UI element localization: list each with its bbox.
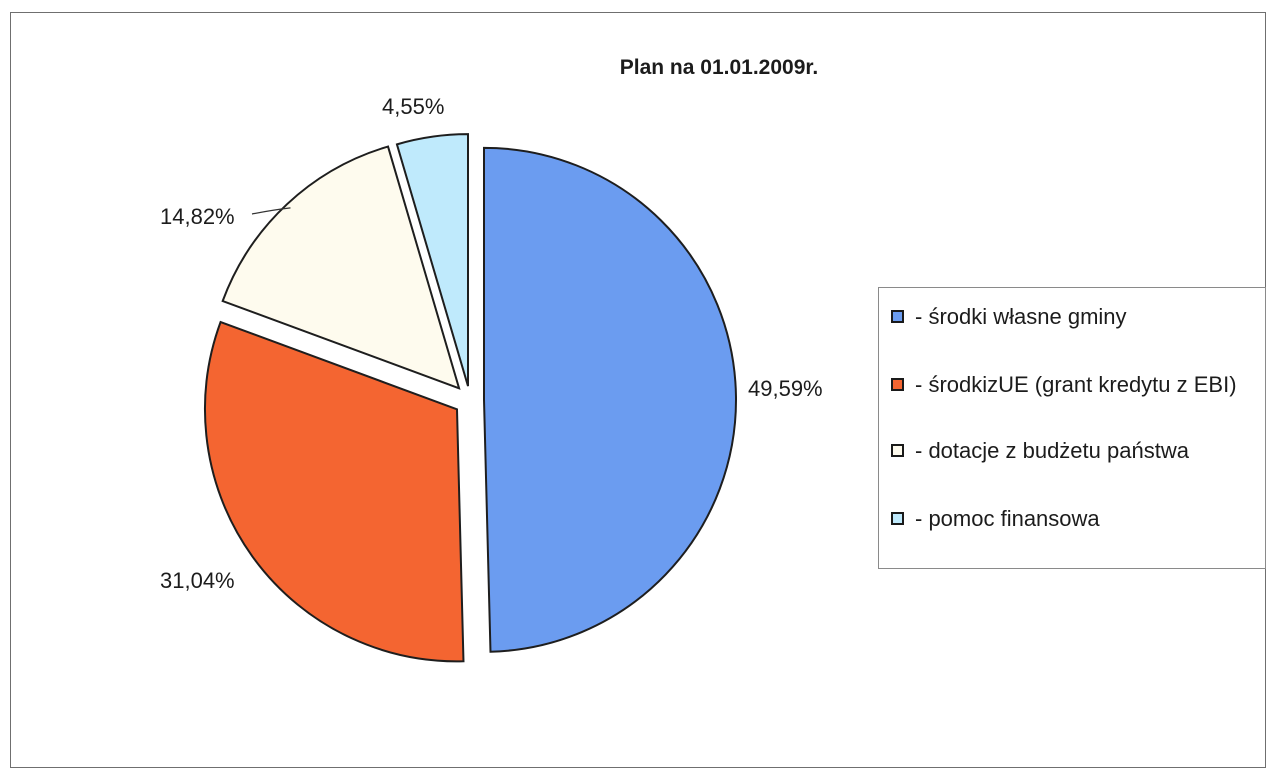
legend-item-dotacje: - dotacje z budżetu państwa (891, 438, 1255, 463)
data-label-srodki-wlasne: 49,59% (748, 376, 823, 401)
legend-swatch-dotacje (891, 444, 904, 457)
chart-title: Plan na 01.01.2009r. (620, 56, 818, 79)
data-label-srodki-ue: 31,04% (160, 568, 235, 593)
legend-label-pomoc: - pomoc finansowa (915, 506, 1100, 531)
legend: - środki własne gminy - środkizUE (grant… (878, 287, 1266, 569)
pie-slice-pomoc (395, 133, 470, 387)
legend-swatch-srodki-ue (891, 378, 904, 391)
data-label-dotacje: 14,82% (160, 204, 235, 229)
legend-swatch-pomoc (891, 512, 904, 525)
legend-label-srodki-wlasne: - środki własne gminy (915, 304, 1127, 329)
pie-slices (203, 133, 737, 663)
pie-slice-srodki-wlasne (482, 146, 737, 653)
legend-label-dotacje: - dotacje z budżetu państwa (915, 438, 1189, 463)
legend-item-srodki-ue: - środkizUE (grant kredytu z EBI) (891, 372, 1255, 397)
pie-slice-srodki-ue (203, 320, 465, 663)
data-label-pomoc: 4,55% (382, 94, 444, 119)
legend-swatch-srodki-wlasne (891, 310, 904, 323)
legend-item-srodki-wlasne: - środki własne gminy (891, 304, 1255, 329)
leader-line-dotacje (251, 207, 291, 215)
legend-label-srodki-ue: - środkizUE (grant kredytu z EBI) (915, 372, 1237, 397)
legend-item-pomoc: - pomoc finansowa (891, 506, 1255, 531)
data-labels: 49,59% 31,04% 14,82% 4,55% (160, 94, 823, 593)
pie-slice-dotacje (221, 145, 461, 390)
